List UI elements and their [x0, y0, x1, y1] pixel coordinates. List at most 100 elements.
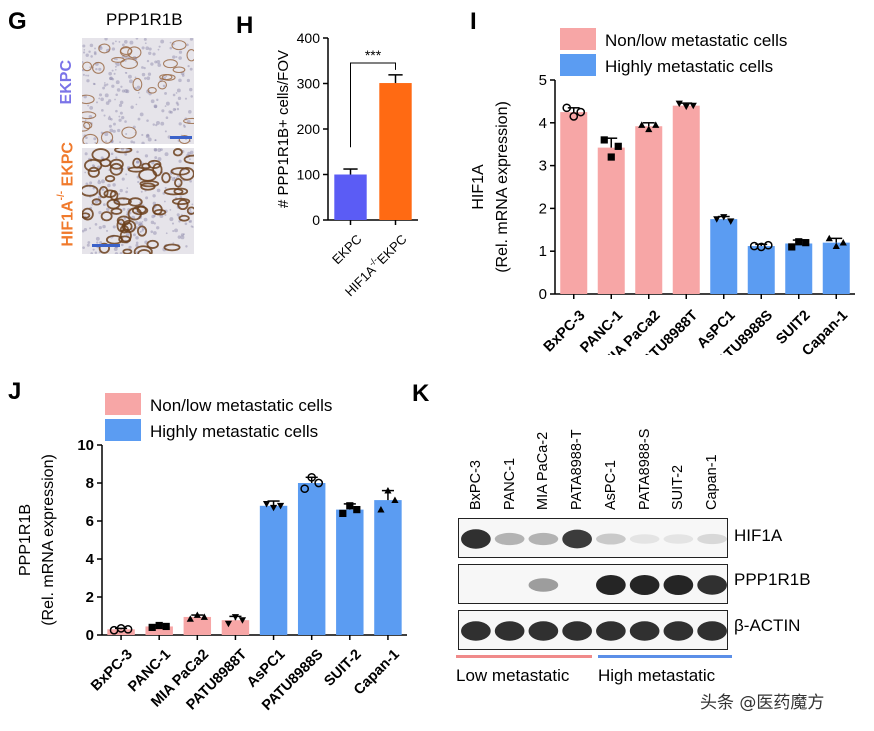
blot-band	[697, 575, 727, 595]
lane-label: PATA8988-T	[569, 429, 586, 510]
tissue-nucleus	[172, 55, 176, 59]
tissue-nucleus	[168, 110, 172, 114]
y-tick-label: 100	[297, 167, 321, 183]
stained-gland	[127, 46, 142, 59]
bar	[379, 83, 412, 220]
blot-band	[528, 532, 559, 546]
tissue-nucleus	[162, 84, 166, 88]
tissue-nucleus	[121, 89, 125, 93]
tissue-nucleus	[164, 105, 167, 107]
tissue-nucleus	[111, 42, 115, 45]
tissue-nucleus	[175, 101, 179, 105]
stained-gland	[172, 66, 186, 74]
tissue-nucleus	[164, 130, 167, 133]
tissue-nucleus	[82, 68, 84, 72]
bar	[297, 483, 326, 635]
data-point	[576, 107, 586, 117]
data-point	[839, 239, 847, 246]
tissue-nucleus	[101, 188, 105, 191]
tissue-nucleus	[111, 69, 114, 72]
stained-gland	[122, 248, 133, 254]
tissue-nucleus	[188, 220, 191, 223]
blot-ppp1r1b	[458, 564, 728, 604]
tissue-nucleus	[102, 86, 106, 90]
stained-gland	[82, 212, 91, 219]
tissue-nucleus	[180, 235, 185, 240]
low-metastatic-label: Low metastatic	[456, 666, 570, 685]
data-point	[314, 478, 324, 488]
stained-gland	[116, 215, 131, 226]
tissue-nucleus	[130, 105, 134, 109]
tissue-nucleus	[118, 41, 121, 43]
data-point	[802, 239, 810, 247]
lane-label: PANC-1	[501, 457, 518, 510]
tissue-nucleus	[92, 82, 96, 85]
stained-gland	[103, 189, 117, 198]
data-point	[727, 218, 735, 225]
tissue-nucleus	[157, 157, 162, 161]
tissue-nucleus	[141, 229, 144, 232]
blot-band	[596, 621, 626, 641]
tissue-nucleus	[113, 72, 116, 75]
tissue-nucleus	[98, 46, 103, 51]
tissue-nucleus	[94, 199, 99, 204]
tissue-nucleus	[124, 88, 128, 93]
tissue-nucleus	[152, 201, 156, 206]
data-point	[713, 216, 721, 223]
tissue-nucleus	[123, 217, 127, 220]
tissue-nucleus	[93, 137, 97, 141]
tissue-nucleus	[153, 104, 158, 109]
tissue-nucleus	[147, 72, 152, 76]
stained-gland	[127, 166, 145, 173]
tissue-nucleus	[150, 99, 155, 104]
tissue-nucleus	[125, 173, 128, 176]
tissue-nucleus	[137, 91, 140, 94]
tissue-nucleus	[82, 61, 84, 64]
tissue-nucleus	[189, 38, 194, 41]
tissue-nucleus	[87, 241, 91, 244]
tissue-nucleus	[150, 62, 154, 66]
lane-label: AsPC-1	[602, 460, 619, 510]
tissue-nucleus	[191, 203, 194, 206]
stained-gland	[82, 61, 93, 72]
tissue-nucleus	[178, 56, 182, 60]
tissue-nucleus	[120, 243, 124, 247]
bar	[635, 126, 663, 294]
blot-band	[528, 578, 559, 592]
stained-gland	[110, 207, 123, 215]
tissue-nucleus	[136, 160, 139, 164]
tissue-nucleus	[177, 235, 182, 239]
micrograph-hif1a-ekpc	[82, 148, 194, 254]
tissue-nucleus	[183, 125, 186, 128]
tissue-nucleus	[104, 38, 108, 41]
bar	[334, 174, 367, 220]
tissue-nucleus	[108, 115, 111, 118]
data-point	[276, 502, 285, 510]
data-point	[645, 125, 653, 133]
tissue-nucleus	[165, 232, 168, 235]
stained-gland	[137, 249, 152, 254]
tissue-nucleus	[157, 63, 162, 67]
bar	[597, 147, 625, 294]
tissue-nucleus	[176, 107, 180, 111]
tissue-nucleus	[190, 95, 193, 98]
tissue-nucleus	[136, 160, 140, 164]
tissue-nucleus	[104, 132, 109, 137]
tissue-nucleus	[103, 114, 106, 117]
stained-gland	[157, 80, 167, 90]
blot-band	[629, 575, 660, 595]
data-point	[377, 506, 385, 513]
data-point	[339, 509, 347, 517]
tissue-nucleus	[114, 68, 117, 71]
y-tick-label: 8	[86, 475, 94, 492]
tissue-nucleus	[122, 207, 126, 211]
data-point	[614, 142, 622, 150]
tissue-nucleus	[98, 67, 102, 71]
tissue-nucleus	[135, 38, 139, 40]
tissue-nucleus	[109, 128, 114, 133]
tissue-nucleus	[164, 152, 169, 157]
tissue-nucleus	[84, 125, 86, 127]
tissue-nucleus	[160, 39, 165, 44]
lane-label: PATA8988-S	[636, 428, 653, 510]
